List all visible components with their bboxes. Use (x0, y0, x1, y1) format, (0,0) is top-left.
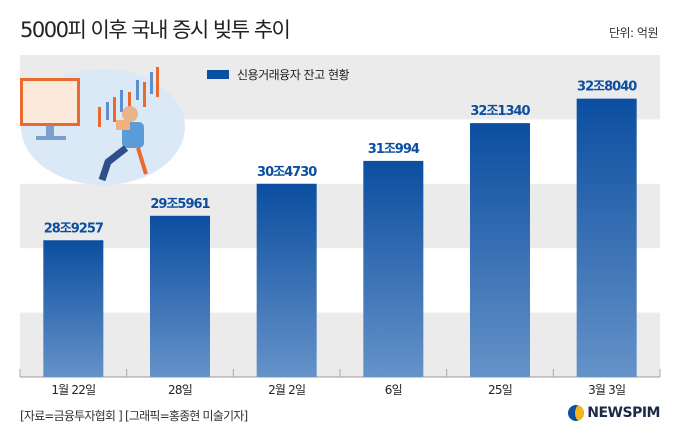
logo-icon (568, 405, 585, 421)
x-tick-label: 3월 3일 (588, 383, 625, 397)
data-label: 32조1340 (470, 104, 530, 119)
x-tick-label: 1월 22일 (51, 383, 95, 397)
data-label: 28조9257 (44, 221, 104, 236)
bar (576, 98, 637, 378)
bar (256, 183, 317, 377)
bar (363, 160, 424, 377)
x-tick-label: 25일 (488, 383, 512, 397)
unit-label: 단위: 억원 (608, 26, 659, 40)
data-label: 32조8040 (577, 80, 637, 95)
bar (43, 240, 104, 377)
bar (150, 215, 210, 377)
investor-illustration (20, 67, 185, 185)
bar (470, 123, 530, 377)
x-tick-label: 2월 2일 (268, 383, 305, 397)
band (20, 183, 660, 249)
chart-title: 5000피 이후 국내 증시 빚투 추이 (20, 18, 291, 42)
band (20, 312, 660, 377)
logo-text: NEWSPIM (587, 405, 660, 421)
data-label: 29조5961 (150, 197, 210, 212)
x-tick-label: 6일 (385, 383, 402, 397)
data-label: 31조994 (368, 142, 420, 157)
x-tick-label: 28일 (168, 383, 192, 397)
data-label: 30조4730 (257, 165, 317, 180)
legend-swatch (207, 70, 229, 79)
source-credit: [자료=금융투자협회 ] [그래픽=홍종현 미술기자] (20, 409, 248, 423)
legend-label: 신용거래융자 잔고 현황 (237, 68, 350, 82)
newspim-logo: NEWSPIM (568, 405, 660, 421)
legend: 신용거래융자 잔고 현황 (207, 66, 350, 83)
